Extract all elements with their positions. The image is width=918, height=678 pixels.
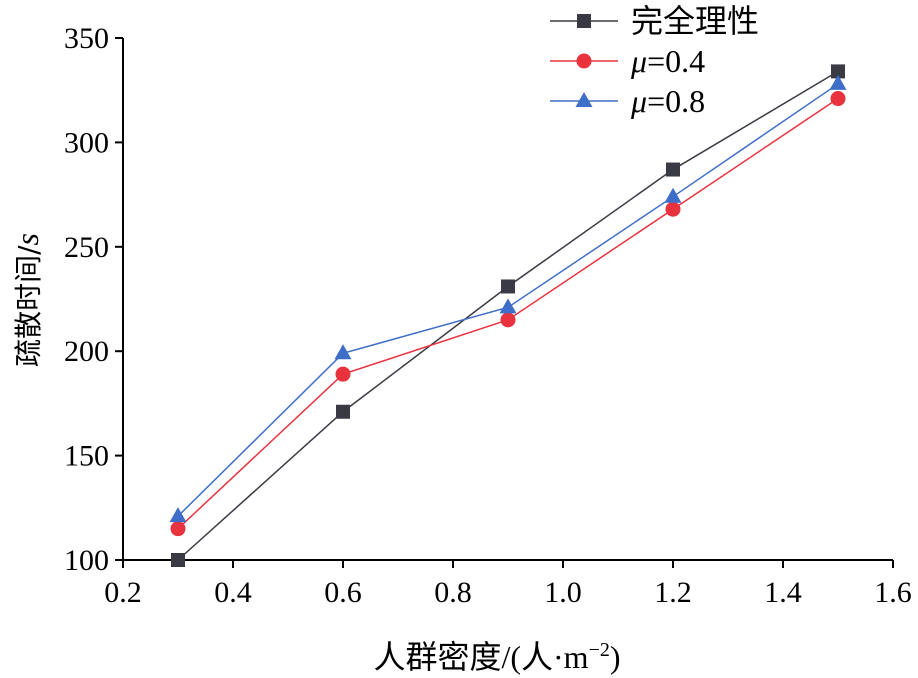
data-point: [499, 298, 517, 314]
y-tick-label: 350: [64, 22, 109, 55]
data-point: [169, 507, 187, 523]
data-point: [334, 344, 352, 360]
data-point: [336, 404, 350, 419]
data-point: [500, 312, 516, 328]
legend-entry: 完全理性: [550, 2, 759, 40]
data-point: [501, 279, 515, 294]
x-tick-label: 1.2: [654, 576, 692, 609]
x-tick-label: 0.8: [434, 576, 472, 609]
x-tick-label: 0.4: [214, 576, 252, 609]
y-tick-label: 150: [64, 440, 109, 473]
legend-label: μ=0.4: [630, 43, 705, 79]
legend-marker: [576, 53, 592, 69]
x-tick-label: 1.4: [764, 576, 802, 609]
data-point: [831, 64, 845, 79]
data-point: [335, 366, 351, 382]
x-tick-label: 0.2: [104, 576, 142, 609]
x-tick-label: 0.6: [324, 576, 362, 609]
y-tick-label: 200: [64, 335, 109, 368]
data-point: [170, 521, 186, 537]
legend-entry: μ=0.8: [550, 83, 705, 119]
series-layer: [169, 64, 847, 567]
data-point: [171, 553, 185, 567]
series-3: [169, 74, 847, 523]
legend-entry: μ=0.4: [550, 43, 705, 79]
series-1: [171, 64, 845, 567]
x-tick-label: 1.6: [874, 576, 912, 609]
x-axis-title: 人群密度/(人·m−2): [373, 639, 620, 675]
x-tick-label: 1.0: [544, 576, 582, 609]
legend-marker: [575, 92, 593, 107]
data-point: [830, 91, 846, 107]
legend-label: μ=0.8: [630, 83, 705, 119]
y-tick-label: 100: [64, 544, 109, 577]
legend-marker: [577, 14, 591, 28]
series-2: [170, 91, 846, 537]
data-point: [666, 162, 680, 177]
y-tick-label: 250: [64, 231, 109, 264]
y-axis-title: 疏散时间/s: [9, 233, 45, 367]
data-point: [829, 74, 847, 90]
data-point: [664, 187, 682, 203]
axes: 0.2 0.4 0.6 0.8 1.0 1.2 1.4 1.6 100 150 200 250 300 3…: [64, 22, 912, 609]
y-tick-label: 300: [64, 126, 109, 159]
data-point: [665, 201, 681, 217]
legend-label: 完全理性: [631, 2, 759, 40]
